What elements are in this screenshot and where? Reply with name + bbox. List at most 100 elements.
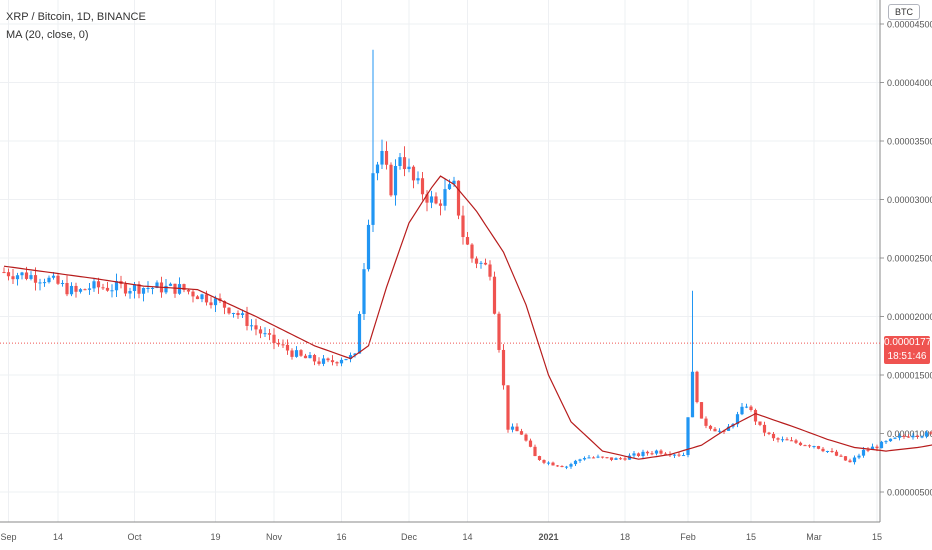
candle-body bbox=[798, 442, 803, 446]
candle-body bbox=[708, 425, 713, 429]
candle-body bbox=[51, 275, 56, 278]
candle-body bbox=[546, 462, 551, 464]
candle-body bbox=[483, 262, 488, 265]
candle-body bbox=[362, 269, 366, 314]
candle-body bbox=[884, 441, 888, 443]
candle-body bbox=[713, 428, 717, 432]
candle-body bbox=[717, 430, 722, 432]
y-tick-label: 0.00004000 bbox=[887, 78, 932, 88]
candle-body bbox=[20, 272, 24, 276]
candle-body bbox=[524, 434, 528, 441]
legend-title: XRP / Bitcoin, 1D, BINANCE bbox=[6, 11, 146, 23]
ma-line bbox=[3, 175, 932, 460]
candle-body bbox=[780, 439, 785, 441]
candle-body bbox=[353, 353, 357, 356]
candle-body bbox=[632, 453, 636, 456]
candle-body bbox=[254, 325, 258, 330]
y-tick-label: 0.00001500 bbox=[887, 371, 932, 381]
candle-body bbox=[461, 215, 465, 238]
candle-body bbox=[96, 281, 101, 288]
candle-body bbox=[578, 459, 582, 461]
candle-body bbox=[582, 458, 587, 460]
candle-body bbox=[893, 437, 897, 439]
candle-body bbox=[623, 458, 627, 460]
candle-body bbox=[128, 290, 132, 294]
last-price-tag: 0.00001772 18:51:46 bbox=[884, 336, 932, 365]
candle-body bbox=[11, 276, 15, 280]
candle-body bbox=[762, 424, 767, 433]
chart-legend: XRP / Bitcoin, 1D, BINANCE MA (20, close… bbox=[6, 8, 146, 44]
candle-body bbox=[596, 456, 600, 458]
candle-body bbox=[191, 291, 195, 297]
y-tick-label: 0.00002500 bbox=[887, 254, 932, 264]
candle-body bbox=[515, 426, 519, 432]
candle-body bbox=[60, 282, 65, 284]
x-tick-label: Sep bbox=[0, 532, 16, 542]
candle-body bbox=[785, 439, 789, 441]
candle-body bbox=[902, 435, 906, 437]
candle-body bbox=[173, 283, 177, 294]
candle-body bbox=[866, 449, 870, 451]
candle-body bbox=[101, 287, 105, 289]
currency-badge[interactable]: BTC bbox=[888, 4, 920, 20]
candle-body bbox=[519, 431, 524, 435]
candle-body bbox=[744, 406, 749, 408]
candle-body bbox=[389, 164, 393, 196]
candle-body bbox=[92, 281, 96, 289]
candle-body bbox=[438, 203, 443, 206]
candle-body bbox=[537, 456, 542, 461]
candle-body bbox=[137, 284, 141, 294]
candle-body bbox=[825, 450, 830, 452]
candle-body bbox=[209, 302, 213, 306]
candle-body bbox=[767, 432, 771, 434]
candle-body bbox=[551, 462, 555, 466]
candle-body bbox=[875, 446, 879, 449]
candle-body bbox=[393, 165, 398, 196]
candle-body bbox=[65, 282, 69, 295]
candle-body bbox=[776, 438, 780, 440]
candle-body bbox=[47, 277, 51, 283]
candle-body bbox=[726, 426, 731, 431]
x-tick-label: 15 bbox=[746, 532, 756, 542]
candle-body bbox=[2, 272, 6, 274]
candle-body bbox=[186, 290, 191, 292]
candle-body bbox=[735, 414, 740, 425]
candle-body bbox=[870, 446, 875, 450]
candle-body bbox=[614, 458, 618, 460]
candle-body bbox=[897, 435, 902, 438]
y-tick-label: 0.00004500 bbox=[887, 20, 932, 30]
candle-body bbox=[686, 417, 690, 456]
candle-body bbox=[335, 362, 339, 364]
candle-body bbox=[308, 355, 312, 359]
candle-body bbox=[263, 333, 267, 335]
candle-body bbox=[384, 150, 389, 165]
last-price-countdown: 18:51:46 bbox=[887, 351, 927, 363]
candle-body bbox=[573, 460, 578, 465]
candle-body bbox=[83, 289, 87, 291]
candle-body bbox=[564, 466, 569, 468]
candle-body bbox=[560, 466, 564, 468]
candle-body bbox=[74, 285, 78, 292]
candle-body bbox=[123, 283, 128, 294]
candle-body bbox=[861, 449, 866, 456]
candle-body bbox=[290, 350, 294, 357]
candle-body bbox=[915, 435, 920, 437]
candle-body bbox=[492, 276, 497, 314]
candle-body bbox=[465, 237, 470, 245]
candle-body bbox=[542, 460, 546, 463]
candle-body bbox=[276, 343, 281, 345]
candle-body bbox=[641, 451, 645, 456]
x-tick-label: Feb bbox=[680, 532, 696, 542]
candle-body bbox=[33, 275, 38, 283]
candle-body bbox=[371, 173, 375, 225]
candle-body bbox=[906, 436, 911, 438]
candle-body bbox=[843, 456, 848, 461]
candle-body bbox=[920, 436, 924, 438]
candle-body bbox=[807, 445, 812, 447]
candle-body bbox=[740, 406, 744, 415]
candle-body bbox=[222, 300, 227, 308]
candle-body bbox=[294, 350, 299, 357]
candle-body bbox=[6, 272, 11, 277]
candle-body bbox=[857, 455, 861, 458]
